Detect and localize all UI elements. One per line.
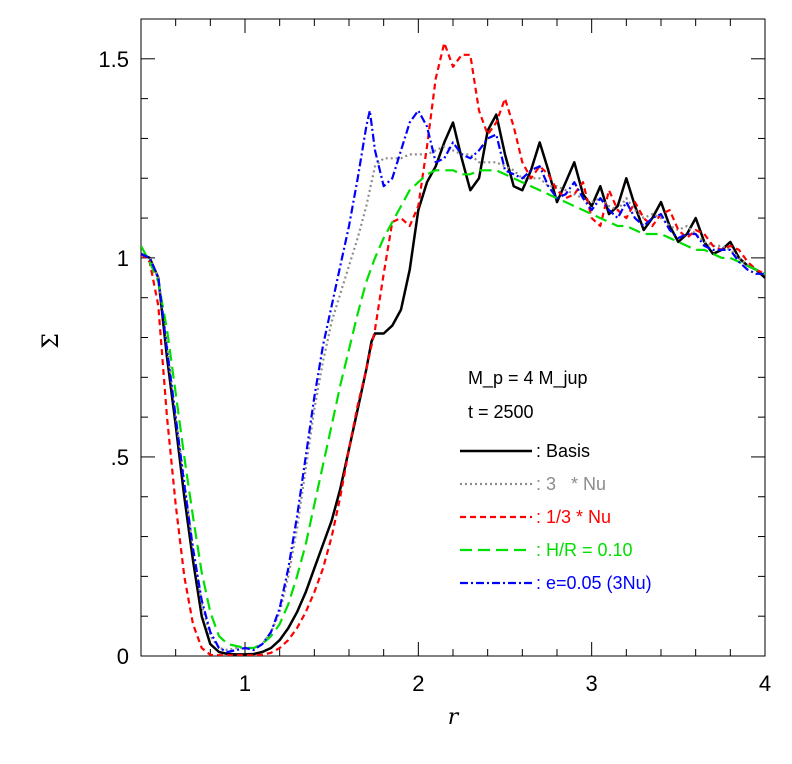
legend-label-4: : H/R = 0.10 <box>536 540 633 560</box>
x-tick-label: 1 <box>239 671 251 696</box>
series-line-4 <box>141 169 765 650</box>
axis-ticks <box>140 18 766 657</box>
legend-label-2: : 3 * Nu <box>536 474 606 494</box>
x-axis-label: r <box>448 705 460 730</box>
series-line-1 <box>141 113 765 656</box>
y-tick-label: .5 <box>111 445 129 470</box>
series-line-5 <box>141 109 765 654</box>
legend-label-1: : Basis <box>536 441 590 461</box>
tick-labels: 1 2 3 4 0 .5 1 1.5 <box>98 47 771 696</box>
annotation-time: t = 2500 <box>468 402 534 422</box>
legend-label-3: : 1/3 * Nu <box>536 507 611 527</box>
series-line-2 <box>141 145 765 652</box>
series-lines <box>141 41 765 656</box>
plot-frame <box>140 18 766 657</box>
y-tick-label: 1 <box>117 246 129 271</box>
y-tick-label: 0 <box>117 644 129 669</box>
x-tick-label: 3 <box>586 671 598 696</box>
legend: M_p = 4 M_jup t = 2500 : Basis : 3 * Nu : … <box>460 368 652 593</box>
annotation-planet-mass: M_p = 4 M_jup <box>468 368 588 389</box>
legend-label-5: : e=0.05 (3Nu) <box>536 573 652 593</box>
y-axis-label: Σ <box>39 333 64 349</box>
y-tick-label: 1.5 <box>98 47 129 72</box>
x-tick-label: 2 <box>412 671 424 696</box>
x-tick-label: 4 <box>759 671 771 696</box>
